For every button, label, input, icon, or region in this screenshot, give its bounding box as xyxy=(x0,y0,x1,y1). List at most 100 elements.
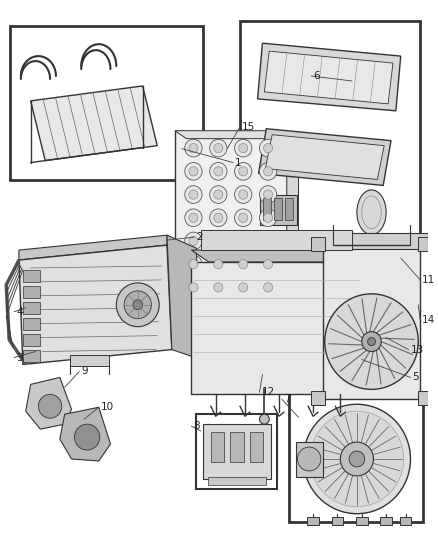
Circle shape xyxy=(239,143,248,153)
Circle shape xyxy=(264,167,272,176)
Circle shape xyxy=(239,167,248,176)
Circle shape xyxy=(210,185,227,204)
Circle shape xyxy=(185,255,202,273)
Polygon shape xyxy=(60,407,110,461)
Circle shape xyxy=(185,279,202,296)
Circle shape xyxy=(185,209,202,227)
Ellipse shape xyxy=(357,190,386,235)
Text: 12: 12 xyxy=(261,387,275,397)
Bar xyxy=(203,424,271,479)
Circle shape xyxy=(259,209,277,227)
Polygon shape xyxy=(287,131,298,313)
Circle shape xyxy=(264,213,272,222)
Bar xyxy=(250,432,263,462)
Circle shape xyxy=(235,139,252,157)
Bar xyxy=(23,270,40,282)
Circle shape xyxy=(235,279,252,296)
Bar xyxy=(70,354,109,367)
Circle shape xyxy=(124,291,152,319)
Circle shape xyxy=(259,279,277,296)
Bar xyxy=(315,233,428,249)
Circle shape xyxy=(235,232,252,250)
Circle shape xyxy=(239,190,248,199)
Bar xyxy=(23,318,40,330)
Polygon shape xyxy=(26,377,71,429)
Circle shape xyxy=(214,282,223,292)
Bar xyxy=(10,26,203,181)
Circle shape xyxy=(185,139,202,157)
Bar xyxy=(23,350,40,361)
Text: 15: 15 xyxy=(242,122,255,132)
Polygon shape xyxy=(19,235,167,260)
Circle shape xyxy=(133,300,143,310)
Circle shape xyxy=(259,139,277,157)
Circle shape xyxy=(214,167,223,176)
Bar xyxy=(380,516,392,524)
Polygon shape xyxy=(175,131,298,139)
Polygon shape xyxy=(31,86,157,160)
Bar xyxy=(230,432,244,462)
Text: 11: 11 xyxy=(422,275,435,285)
Circle shape xyxy=(210,255,227,273)
Bar xyxy=(240,21,420,235)
Circle shape xyxy=(235,255,252,273)
Polygon shape xyxy=(191,262,362,394)
Bar xyxy=(208,477,266,485)
Circle shape xyxy=(214,213,223,222)
Circle shape xyxy=(304,404,410,514)
Circle shape xyxy=(259,163,277,180)
Circle shape xyxy=(239,236,248,246)
Circle shape xyxy=(340,442,374,476)
Circle shape xyxy=(185,232,202,250)
Circle shape xyxy=(239,260,248,269)
Text: 13: 13 xyxy=(410,344,424,354)
Circle shape xyxy=(39,394,62,418)
Bar xyxy=(400,516,411,524)
Circle shape xyxy=(117,283,159,327)
Text: 7: 7 xyxy=(284,394,290,405)
Circle shape xyxy=(210,163,227,180)
Bar xyxy=(274,198,282,220)
Polygon shape xyxy=(19,245,172,365)
Circle shape xyxy=(189,190,198,199)
Circle shape xyxy=(214,260,223,269)
Circle shape xyxy=(74,424,100,450)
Circle shape xyxy=(214,143,223,153)
Bar xyxy=(263,198,271,220)
Bar xyxy=(296,442,323,477)
Circle shape xyxy=(210,279,227,296)
Circle shape xyxy=(259,185,277,204)
Bar xyxy=(323,245,420,399)
Bar xyxy=(285,198,293,220)
Circle shape xyxy=(189,282,198,292)
Circle shape xyxy=(214,190,223,199)
Circle shape xyxy=(189,213,198,222)
Bar xyxy=(311,391,325,405)
Circle shape xyxy=(310,411,404,507)
Polygon shape xyxy=(258,129,391,185)
Text: 5: 5 xyxy=(413,373,419,382)
Circle shape xyxy=(189,167,198,176)
Polygon shape xyxy=(167,235,201,360)
Bar xyxy=(332,516,343,524)
Circle shape xyxy=(297,447,321,471)
Bar xyxy=(311,237,325,251)
Text: 1: 1 xyxy=(235,158,242,167)
Text: 4: 4 xyxy=(16,307,23,317)
Bar xyxy=(418,237,432,251)
Circle shape xyxy=(185,185,202,204)
Circle shape xyxy=(185,163,202,180)
Circle shape xyxy=(264,282,272,292)
Bar xyxy=(356,516,367,524)
Circle shape xyxy=(189,236,198,246)
Circle shape xyxy=(325,294,418,389)
Bar xyxy=(289,392,423,522)
Circle shape xyxy=(210,209,227,227)
Text: 2: 2 xyxy=(196,232,203,242)
Circle shape xyxy=(367,337,375,345)
Bar xyxy=(196,414,277,489)
Circle shape xyxy=(214,236,223,246)
Bar xyxy=(23,334,40,345)
Text: 3: 3 xyxy=(16,352,23,362)
Circle shape xyxy=(189,260,198,269)
